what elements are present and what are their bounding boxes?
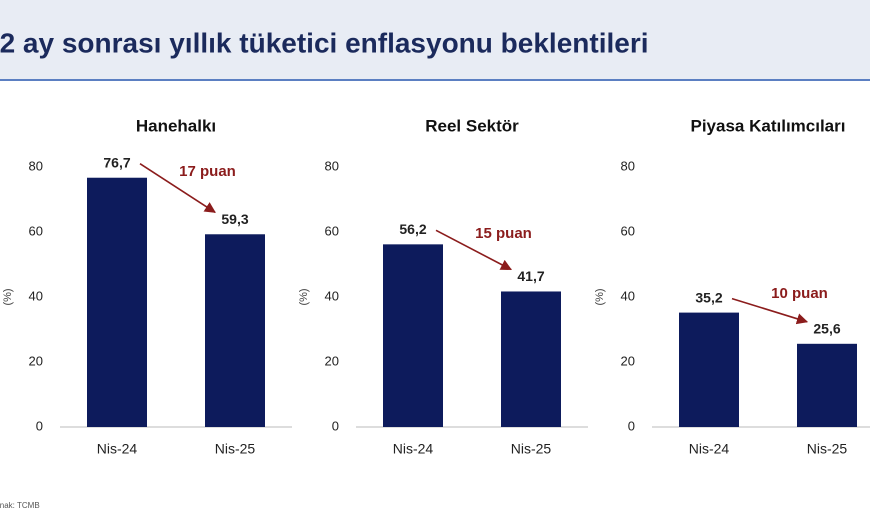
x-tick-label: Nis-24 <box>393 441 434 457</box>
value-label: 56,2 <box>399 221 426 237</box>
bar <box>679 312 739 427</box>
y-axis-label: (%) <box>298 288 310 305</box>
value-label: 41,7 <box>517 268 544 284</box>
annotation: 17 puan <box>179 163 236 180</box>
y-tick-label: 20 <box>325 353 339 368</box>
value-label: 35,2 <box>695 289 722 305</box>
bar <box>501 291 561 427</box>
panel-title: Reel Sektör <box>425 116 519 135</box>
bar <box>205 234 265 427</box>
change-arrow <box>435 229 512 271</box>
value-label: 25,6 <box>813 321 840 337</box>
y-tick-label: 60 <box>29 223 43 238</box>
y-tick-label: 0 <box>332 418 339 433</box>
bar <box>87 177 147 427</box>
x-tick-label: Nis-24 <box>97 441 138 457</box>
change-arrow <box>731 297 809 325</box>
header-band <box>0 0 870 80</box>
panel-title: Piyasa Katılımcıları <box>691 116 846 135</box>
y-tick-label: 40 <box>29 288 43 303</box>
panel-title: Hanehalkı <box>136 116 216 135</box>
x-tick-label: Nis-25 <box>511 441 552 457</box>
source: Kaynak: TCMB <box>0 501 40 510</box>
annotation: 10 puan <box>771 285 828 302</box>
y-tick-label: 60 <box>621 223 635 238</box>
x-tick-label: Nis-24 <box>689 441 730 457</box>
page-title: 12 ay sonrası yıllık tüketici enflasyonu… <box>0 27 649 58</box>
value-label: 59,3 <box>221 211 248 227</box>
y-tick-label: 0 <box>628 418 635 433</box>
value-label: 76,7 <box>103 154 130 170</box>
y-tick-label: 60 <box>325 223 339 238</box>
y-tick-label: 80 <box>325 158 339 173</box>
x-tick-label: Nis-25 <box>807 441 848 457</box>
y-tick-label: 40 <box>621 288 635 303</box>
change-arrow <box>139 163 216 213</box>
y-axis-label: (%) <box>2 288 14 305</box>
y-tick-label: 80 <box>621 158 635 173</box>
y-tick-label: 80 <box>29 158 43 173</box>
y-tick-label: 20 <box>29 353 43 368</box>
y-tick-label: 20 <box>621 353 635 368</box>
bar <box>383 244 443 427</box>
y-tick-label: 0 <box>36 418 43 433</box>
annotation: 15 puan <box>475 225 532 242</box>
bar <box>797 343 857 427</box>
y-axis-label: (%) <box>594 288 606 305</box>
y-tick-label: 40 <box>325 288 339 303</box>
x-tick-label: Nis-25 <box>215 441 256 457</box>
